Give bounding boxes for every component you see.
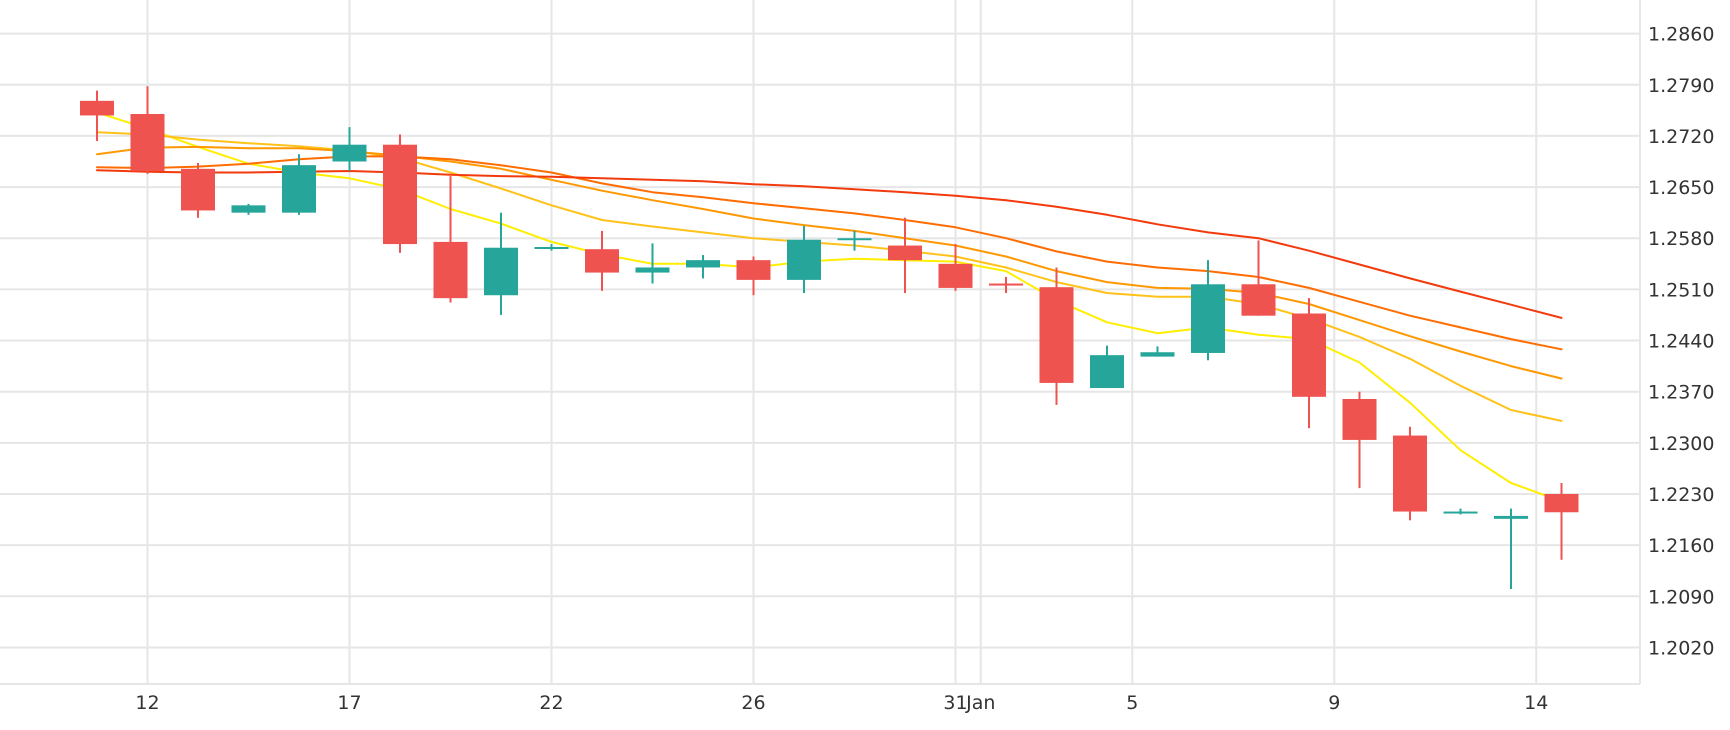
candle [181, 162, 215, 218]
candle [130, 86, 165, 174]
candle-body [736, 260, 771, 280]
candle-body [888, 245, 922, 261]
candle-body [1090, 355, 1124, 389]
candle-body [635, 267, 670, 273]
y-tick-label: 1.2860 [1648, 24, 1714, 46]
candle [989, 276, 1023, 294]
candle [433, 176, 468, 303]
candle-body [989, 283, 1023, 286]
candle [1191, 260, 1225, 361]
candle-body [231, 205, 266, 213]
candle-body [433, 241, 468, 299]
candle [635, 243, 670, 284]
candle [1342, 391, 1377, 489]
candle [787, 225, 821, 294]
candle [837, 230, 872, 251]
candle-body [1393, 435, 1427, 512]
y-tick-label: 1.2580 [1648, 228, 1714, 250]
candle-body [585, 249, 619, 273]
candle [938, 244, 973, 291]
candle [585, 230, 619, 291]
candle [383, 134, 417, 253]
candle-body [787, 239, 821, 280]
candle [736, 256, 771, 296]
candle-body [1494, 515, 1528, 519]
candle [282, 154, 316, 215]
candle [1393, 426, 1427, 521]
x-tick-label: 12 [135, 692, 159, 714]
y-tick-label: 1.2020 [1648, 637, 1714, 659]
y-tick-label: 1.2230 [1648, 484, 1714, 506]
candle-body [1191, 284, 1225, 353]
moving-average-line [96, 145, 1563, 380]
y-tick-label: 1.2650 [1648, 177, 1714, 199]
candles [80, 86, 1579, 589]
candle-body [1039, 287, 1074, 383]
candle-body [80, 100, 114, 116]
y-axis: 1.2860 1.2790 1.2720 1.2650 1.2580 1.2510 1.24… [1648, 24, 1714, 660]
candle-body [484, 247, 518, 296]
candle-body [282, 165, 316, 213]
x-tick-label: 5 [1126, 692, 1138, 714]
grid [0, 0, 1641, 685]
y-tick-label: 1.2300 [1648, 433, 1714, 455]
candle [534, 244, 569, 251]
candle [1292, 298, 1326, 429]
candle-body [332, 144, 367, 162]
candle-body [686, 260, 720, 268]
candle [231, 203, 266, 215]
moving-average-line [96, 169, 1563, 319]
candle [1544, 483, 1579, 560]
moving-average-line [96, 131, 1563, 422]
y-tick-label: 1.2440 [1648, 331, 1714, 353]
x-tick-label: 22 [539, 692, 563, 714]
y-tick-label: 1.2370 [1648, 382, 1714, 404]
x-tick-label: 17 [337, 692, 361, 714]
y-tick-label: 1.2090 [1648, 586, 1714, 608]
x-tick-label: 26 [741, 692, 765, 714]
candle-body [1140, 352, 1175, 357]
candle-body [837, 238, 872, 241]
candle [888, 217, 922, 294]
candle [332, 127, 367, 171]
x-tick-label: Jan [965, 692, 995, 714]
candle-body [1544, 494, 1579, 513]
moving-average-line [96, 155, 1563, 351]
y-tick-label: 1.2510 [1648, 279, 1714, 301]
candle [1494, 508, 1528, 589]
y-tick-label: 1.2720 [1648, 126, 1714, 148]
candle-body [1241, 284, 1276, 316]
candle-body [181, 168, 215, 211]
x-tick-label: 31 [943, 692, 967, 714]
candle-body [383, 144, 417, 245]
y-tick-label: 1.2160 [1648, 535, 1714, 557]
candle-body [534, 247, 569, 249]
candle-body [1342, 399, 1377, 440]
candle-body [130, 114, 165, 171]
candle [80, 90, 114, 142]
candle [1039, 267, 1074, 405]
candle [1241, 240, 1276, 316]
candle-body [1443, 511, 1478, 514]
candle [484, 212, 518, 315]
candle [1090, 345, 1124, 389]
x-tick-label: 14 [1524, 692, 1548, 714]
candle-body [1292, 313, 1326, 397]
x-tick-label: 9 [1328, 692, 1340, 714]
candle [1140, 346, 1175, 357]
candle [686, 255, 720, 279]
candle [1443, 508, 1478, 515]
y-tick-label: 1.2790 [1648, 75, 1714, 97]
candle-body [938, 263, 973, 288]
